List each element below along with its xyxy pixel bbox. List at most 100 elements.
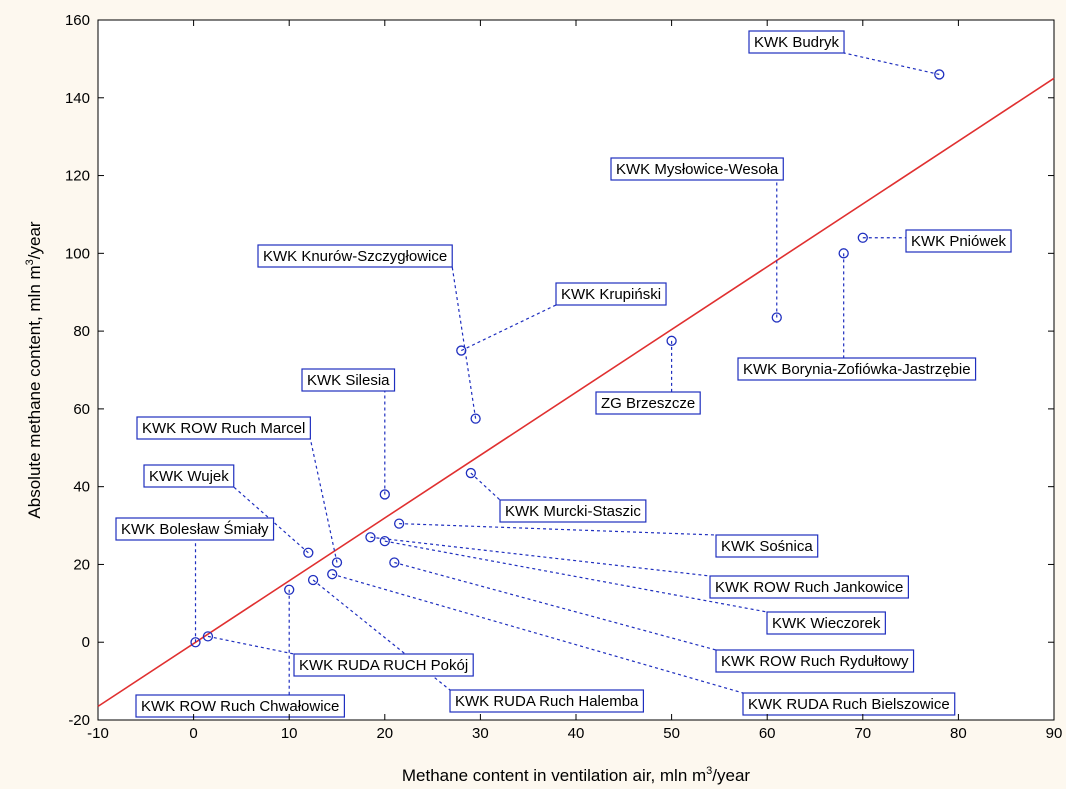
x-tick-label: 0 [189,725,197,742]
point-label-box [449,689,645,713]
label-connector [451,266,477,419]
point-label-text: KWK ROW Ruch Rydułtowy [721,653,909,670]
point-label: KWK ROW Ruch Jankowice [709,575,909,599]
point-label-box [905,229,1012,253]
point-label-box [715,534,819,558]
data-point [379,535,390,547]
data-point [838,248,849,259]
point-label-text: KWK Sośnica [721,538,813,555]
x-tick-label: 40 [568,725,585,742]
label-connector [207,635,295,655]
y-tick-label: -20 [68,712,90,729]
data-point [666,335,677,346]
x-axis-title-tail: /year [712,766,750,785]
y-tick-label: 0 [82,634,90,651]
point-labels: KWK Budryk KWK Mysłowice-Wesoła KWK Pniówe… [115,30,1012,718]
y-axis-title-text: Absolute methane content, mln m [25,265,44,518]
point-label-text: KWK Mysłowice-Wesoła [616,161,779,178]
point-label-text: KWK Murcki-Staszic [505,503,641,520]
point-label: KWK RUDA Ruch Bielszowice [742,692,956,716]
point-label-text: KWK Knurów-Szczygłowice [263,248,447,265]
point-label: KWK ROW Ruch Chwałowice [135,694,345,718]
point-label-text: KWK Bolesław Śmiały [121,520,269,538]
data-point [857,232,868,243]
point-label-box [293,653,474,677]
point-label-box [555,282,667,306]
y-axis-title: Absolute methane content, mln m3/year [24,221,44,519]
point-label-box [135,694,345,718]
label-connector [370,536,711,577]
point-label-box [766,611,886,635]
y-tick-label: 60 [73,401,90,418]
point-label-text: KWK RUDA RUCH Pokój [299,657,468,674]
y-axis-title-sup: 3 [24,259,36,265]
y-tick-label: 40 [73,479,90,496]
data-point [379,489,390,500]
regression-line [97,77,1055,708]
data-point [284,584,295,595]
x-tick-label: 20 [376,725,393,742]
data-point [202,631,214,642]
point-label: KWK ROW Ruch Rydułtowy [715,649,915,673]
x-tick-label: 30 [472,725,489,742]
point-label: KWK Sośnica [715,534,819,558]
point-label-box [595,391,701,415]
point-label: KWK Knurów-Szczygłowice [257,244,453,268]
data-point [327,569,338,580]
data-point [389,557,400,568]
point-label-text: KWK Borynia-Zofiówka-Jastrzębie [743,361,971,378]
x-tick-label: -10 [87,725,109,742]
point-label-text: KWK Pniówek [911,233,1007,250]
point-label-box [610,157,784,181]
y-tick-label: 160 [65,12,90,29]
x-tick-label: 10 [281,725,298,742]
point-label-box [143,464,235,488]
data-point [456,345,467,356]
point-label: ZG Brzeszcze [595,391,701,415]
point-label: KWK Murcki-Staszic [499,499,647,523]
point-label-text: KWK Budryk [754,34,840,51]
y-tick-label: 80 [73,323,90,340]
data-point [465,467,476,479]
point-label-box [709,575,909,599]
point-label-text: ZG Brzeszcze [601,395,695,412]
point-label: KWK Silesia [301,368,396,392]
label-connector [470,472,501,501]
point-label-box [115,517,275,541]
point-label: KWK Bolesław Śmiały [115,517,275,541]
data-point [190,637,201,648]
data-point [365,532,376,543]
x-tick-label: 80 [950,725,967,742]
x-tick-label: 50 [663,725,680,742]
point-label-box [257,244,453,268]
x-axis-ticks: -10 0 10 20 30 40 50 60 70 80 90 [87,20,1062,742]
y-tick-label: 120 [65,168,90,185]
label-connector [332,573,744,694]
point-label-text: KWK ROW Ruch Marcel [142,420,305,437]
point-label-box [742,692,956,716]
data-point [771,312,782,323]
y-axis-title-tail: /year [25,221,44,259]
point-label-text: KWK Krupiński [561,286,661,303]
point-label-text: KWK Wieczorek [772,615,881,632]
point-label: KWK Wujek [143,464,235,488]
label-connector [394,561,717,651]
data-point [470,413,481,424]
point-label-text: KWK Wujek [149,468,229,485]
label-connector [384,540,768,613]
point-label-text: KWK RUDA Ruch Bielszowice [748,696,950,713]
point-label-text: KWK Silesia [307,372,390,389]
point-label: KWK Borynia-Zofiówka-Jastrzębie [737,357,977,381]
data-points [190,69,945,648]
point-label-text: KWK RUDA Ruch Halemba [455,693,639,710]
x-tick-label: 90 [1046,725,1063,742]
point-label: KWK ROW Ruch Marcel [136,416,311,440]
point-label-box [136,416,311,440]
x-axis-title-sup: 3 [706,765,712,777]
point-label: KWK Wieczorek [766,611,886,635]
x-tick-label: 60 [759,725,776,742]
x-axis-title: Methane content in ventilation air, mln … [402,765,751,785]
label-connector [399,523,717,536]
x-axis-title-text: Methane content in ventilation air, mln … [402,766,706,785]
